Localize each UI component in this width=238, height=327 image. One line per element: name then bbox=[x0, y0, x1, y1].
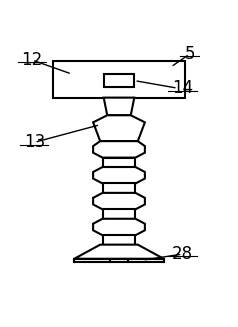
Polygon shape bbox=[93, 115, 145, 141]
Polygon shape bbox=[93, 141, 145, 158]
Text: 12: 12 bbox=[21, 51, 43, 69]
Polygon shape bbox=[104, 98, 134, 115]
Bar bbox=[53, 61, 185, 98]
Polygon shape bbox=[93, 219, 145, 235]
Text: 28: 28 bbox=[172, 245, 193, 263]
Polygon shape bbox=[93, 193, 145, 209]
Polygon shape bbox=[93, 167, 145, 183]
Text: 14: 14 bbox=[172, 79, 193, 97]
Polygon shape bbox=[103, 209, 135, 219]
Text: 5: 5 bbox=[184, 45, 195, 63]
Text: 13: 13 bbox=[24, 133, 45, 151]
Polygon shape bbox=[103, 158, 135, 167]
Polygon shape bbox=[103, 183, 135, 193]
Bar bbox=[104, 74, 134, 87]
Polygon shape bbox=[103, 235, 135, 245]
Polygon shape bbox=[74, 245, 164, 259]
